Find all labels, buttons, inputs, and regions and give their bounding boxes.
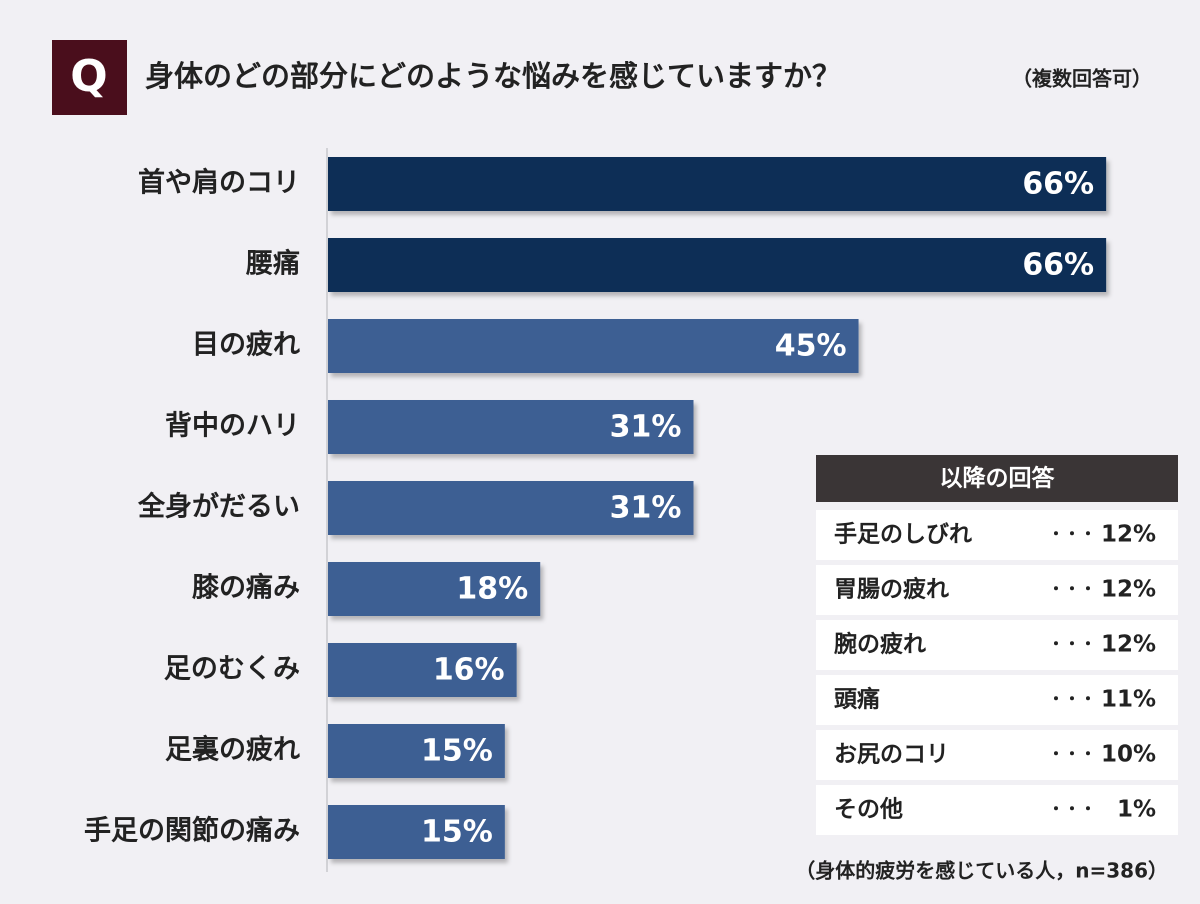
category-label: 首や肩のコリ — [138, 167, 300, 199]
value-label: 31% — [610, 491, 682, 526]
table-row — [816, 675, 1178, 725]
row-label: 頭痛 — [834, 686, 880, 713]
row-separator: ・・・ — [1048, 635, 1096, 654]
chart-subtitle: （複数回答可） — [1012, 67, 1152, 91]
bar — [328, 238, 1107, 292]
value-label: 66% — [1022, 167, 1094, 202]
row-separator: ・・・ — [1048, 525, 1096, 544]
row-label: その他 — [834, 797, 903, 823]
bar — [328, 643, 517, 697]
category-label: 足のむくみ — [164, 654, 300, 685]
category-label: 腰痛 — [245, 248, 300, 280]
note: （身体的疲労を感じている人，n=386） — [795, 859, 1168, 883]
bar — [328, 157, 1107, 211]
table-row — [816, 620, 1178, 670]
bar — [328, 562, 541, 616]
value-label: 15% — [421, 815, 493, 850]
category-label: 目の疲れ — [192, 329, 300, 361]
table-row — [816, 730, 1178, 780]
row-label: お尻のコリ — [834, 742, 949, 768]
row-separator: ・・・ — [1048, 745, 1096, 764]
value-label: 45% — [775, 329, 847, 364]
badge-box — [52, 40, 127, 115]
value-label: 66% — [1022, 248, 1094, 283]
category-label: 全身がだるい — [137, 491, 300, 523]
value-label: 15% — [421, 734, 493, 769]
table-header — [816, 455, 1178, 502]
row-label: 手足のしびれ — [834, 522, 972, 548]
table-title: 以降の回答 — [940, 465, 1056, 492]
bar — [328, 805, 505, 859]
category-label: 膝の痛み — [191, 572, 300, 604]
row-separator: ・・・ — [1048, 580, 1096, 599]
row-separator: ・・・ — [1048, 690, 1096, 709]
table-row — [816, 785, 1178, 835]
row-value: 12% — [1101, 632, 1156, 658]
row-label: 腕の疲れ — [834, 631, 926, 658]
value-label: 16% — [433, 653, 505, 688]
badge: Q — [70, 51, 107, 102]
bar — [328, 319, 859, 373]
row-separator: ・・・ — [1048, 800, 1096, 819]
row-value: 12% — [1101, 522, 1156, 548]
value-label: 18% — [456, 572, 528, 607]
table-row — [816, 565, 1178, 615]
table-row — [816, 510, 1178, 560]
row-value: 1% — [1117, 797, 1156, 823]
category-label: 背中のハリ — [165, 411, 300, 442]
row-value: 12% — [1101, 577, 1156, 603]
bar — [328, 481, 694, 535]
category-label: 手足の関節の痛み — [84, 815, 300, 847]
chart-title: 身体のどの部分にどのような悩みを感じていますか？ — [145, 59, 841, 93]
value-label: 31% — [610, 410, 682, 445]
row-value: 10% — [1101, 742, 1156, 768]
bar — [328, 400, 694, 454]
category-label: 足裏の疲れ — [165, 734, 300, 766]
bar — [328, 724, 505, 778]
row-value: 11% — [1101, 687, 1156, 713]
row-label: 胃腸の疲れ — [834, 576, 949, 603]
